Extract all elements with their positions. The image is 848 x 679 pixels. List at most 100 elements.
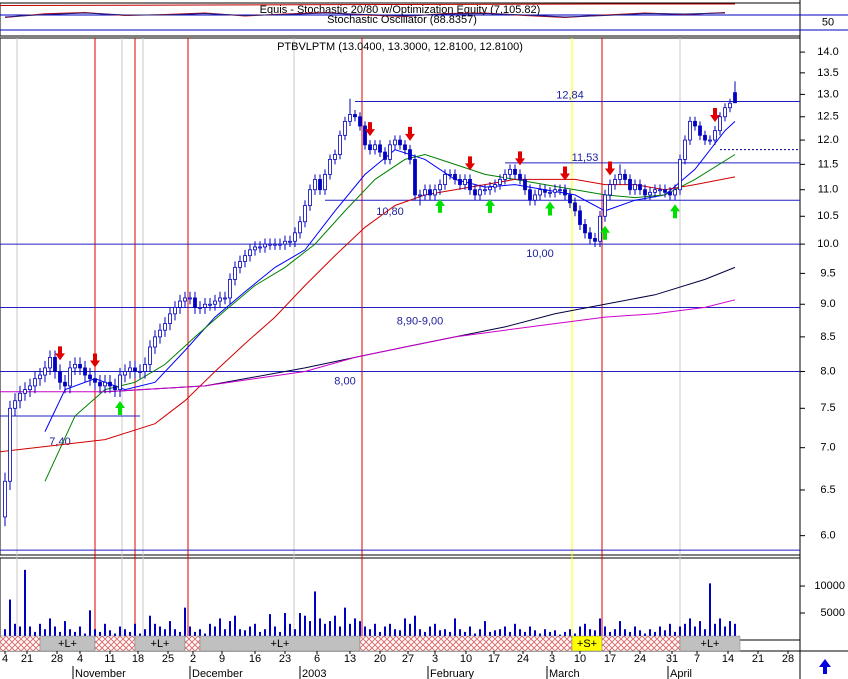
candle-body bbox=[498, 179, 502, 185]
x-tick-label: 31 bbox=[666, 653, 678, 665]
sell-arrow bbox=[90, 353, 100, 368]
volume-bar bbox=[594, 630, 596, 640]
volume-bar bbox=[64, 621, 66, 640]
candle-body bbox=[423, 189, 427, 196]
volume-bar bbox=[159, 626, 161, 640]
candle-body bbox=[523, 179, 527, 191]
candle-body bbox=[298, 221, 302, 234]
candle-body bbox=[343, 120, 347, 136]
volume-bar bbox=[614, 629, 616, 640]
x-tick-label: 9 bbox=[219, 653, 225, 665]
volume-bar bbox=[329, 621, 331, 640]
volume-bar bbox=[189, 626, 191, 640]
moving-average bbox=[44, 121, 736, 432]
candle-body bbox=[558, 189, 562, 192]
candle-body bbox=[428, 189, 432, 196]
x-tick-label: 16 bbox=[249, 653, 261, 665]
candle-body bbox=[478, 189, 482, 196]
candle-body bbox=[723, 107, 727, 118]
candle-body bbox=[518, 173, 522, 180]
candle-body bbox=[18, 392, 22, 402]
candle-body bbox=[123, 371, 127, 376]
candle-body bbox=[403, 144, 407, 151]
volume-bar bbox=[704, 629, 706, 640]
volume-bar bbox=[589, 629, 591, 640]
x-tick-label: 13 bbox=[344, 653, 356, 665]
candle-body bbox=[198, 307, 202, 309]
buy-arrow bbox=[600, 225, 610, 240]
signal-segment bbox=[184, 635, 201, 652]
volume-bar bbox=[244, 630, 246, 640]
candle-body bbox=[553, 189, 557, 193]
x-tick-label: 21 bbox=[21, 653, 33, 665]
volume-bar bbox=[199, 629, 201, 640]
volume-bar bbox=[154, 623, 156, 640]
volume-bar bbox=[519, 629, 521, 640]
volume-bar bbox=[359, 621, 361, 640]
candle-body bbox=[153, 336, 157, 348]
candle-body bbox=[113, 385, 117, 390]
volume-bar bbox=[284, 613, 286, 640]
y-tick-label: 9.5 bbox=[820, 267, 835, 279]
candle-body bbox=[353, 114, 357, 118]
y-tick-label: 8.0 bbox=[820, 365, 835, 377]
volume-bar bbox=[299, 613, 301, 640]
volume-bar bbox=[364, 626, 366, 640]
volume-bar bbox=[459, 629, 461, 640]
candle-body bbox=[363, 125, 367, 146]
candle-body bbox=[578, 210, 582, 225]
candle-body bbox=[33, 378, 37, 387]
volume-bar bbox=[44, 629, 46, 640]
candle-body bbox=[693, 120, 697, 127]
candle-body bbox=[688, 120, 692, 141]
buy-arrow bbox=[670, 204, 680, 219]
x-tick-label: 23 bbox=[279, 653, 291, 665]
sell-arrow bbox=[405, 126, 415, 141]
volume-bar bbox=[689, 618, 691, 640]
volume-bar bbox=[239, 629, 241, 640]
candle-body bbox=[53, 356, 57, 372]
signal-label: +L+ bbox=[151, 638, 170, 650]
level-label: 10,80 bbox=[376, 206, 404, 218]
candle-body bbox=[713, 130, 717, 141]
candle-body bbox=[368, 144, 372, 151]
candle-body bbox=[528, 189, 532, 201]
candle-body bbox=[233, 267, 237, 280]
y-tick-label: 13.0 bbox=[817, 88, 838, 100]
candle-body bbox=[13, 400, 17, 409]
candle-body bbox=[443, 173, 447, 185]
candle-body bbox=[173, 307, 177, 315]
volume-bar bbox=[144, 629, 146, 640]
underlay bbox=[0, 14, 848, 636]
volume-bar bbox=[149, 615, 151, 640]
volume-bar bbox=[419, 629, 421, 640]
level-label: 8,00 bbox=[334, 375, 355, 387]
volume-bar bbox=[669, 623, 671, 640]
candle-body bbox=[458, 179, 462, 185]
candle-body bbox=[143, 363, 147, 372]
volume-bar bbox=[434, 623, 436, 640]
level-label: 11,53 bbox=[572, 152, 599, 164]
candle-body bbox=[303, 205, 307, 223]
signal-segment bbox=[359, 635, 573, 652]
candle-body bbox=[678, 159, 682, 191]
volume-bar bbox=[479, 629, 481, 640]
signal-segment bbox=[679, 635, 741, 652]
x-tick-label: 11 bbox=[104, 653, 115, 665]
x-tick-label: 3 bbox=[432, 653, 438, 665]
candle-body bbox=[473, 189, 477, 196]
candle-body bbox=[563, 189, 567, 196]
volume-bar bbox=[94, 629, 96, 640]
candle-body bbox=[618, 173, 622, 180]
signal-segment bbox=[94, 635, 136, 652]
scroll-icon[interactable] bbox=[819, 659, 831, 674]
candle-body bbox=[163, 323, 167, 331]
candle-body bbox=[193, 297, 197, 308]
signal-label: +L+ bbox=[58, 638, 77, 650]
volume-bar bbox=[219, 618, 221, 640]
volume-bar bbox=[639, 630, 641, 640]
stochastic-tick-label: 50 bbox=[822, 16, 834, 28]
candle-body bbox=[238, 261, 242, 268]
volume-bar bbox=[49, 618, 51, 640]
y-tick-label: 12.0 bbox=[817, 134, 838, 146]
